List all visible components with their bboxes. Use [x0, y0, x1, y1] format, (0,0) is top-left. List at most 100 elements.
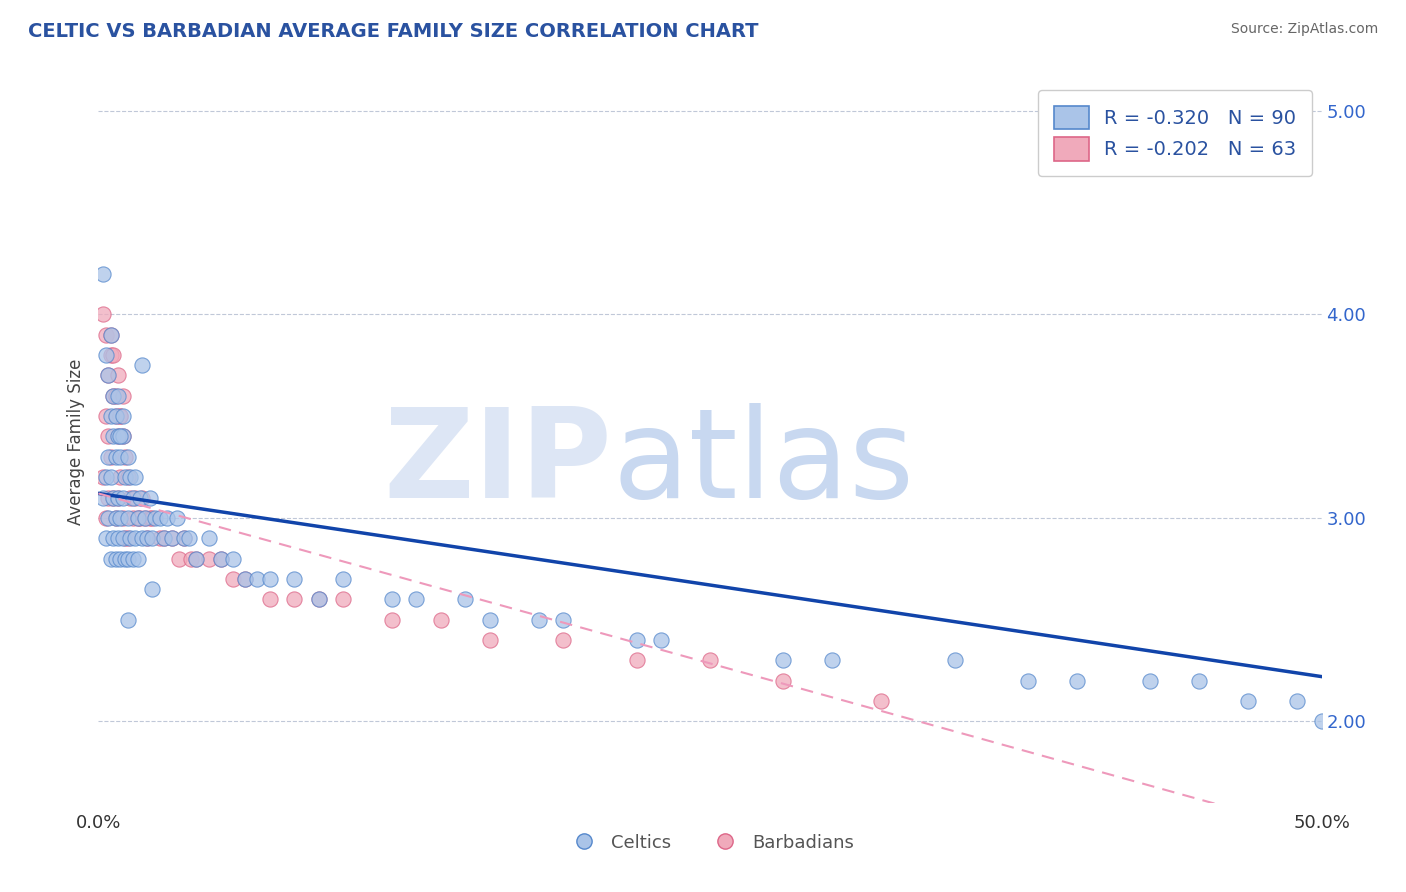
Point	[100, 409, 122, 423]
Point	[117, 511, 139, 525]
Point	[124, 531, 146, 545]
Point	[772, 673, 794, 688]
Point	[870, 694, 893, 708]
Point	[101, 429, 124, 443]
Point	[101, 348, 124, 362]
Text: atlas: atlas	[612, 402, 914, 524]
Point	[101, 531, 124, 545]
Point	[107, 429, 129, 443]
Point	[91, 267, 114, 281]
Point	[117, 613, 139, 627]
Point	[107, 389, 129, 403]
Point	[110, 470, 132, 484]
Point	[259, 572, 281, 586]
Point	[222, 572, 245, 586]
Point	[699, 653, 721, 667]
Point	[121, 551, 143, 566]
Point	[283, 592, 305, 607]
Point	[141, 511, 163, 525]
Point	[97, 368, 120, 383]
Point	[626, 653, 648, 667]
Point	[943, 653, 966, 667]
Point	[173, 531, 195, 545]
Point	[129, 491, 152, 505]
Point	[478, 632, 501, 647]
Point	[107, 491, 129, 505]
Point	[100, 327, 122, 342]
Point	[104, 511, 127, 525]
Text: CELTIC VS BARBADIAN AVERAGE FAMILY SIZE CORRELATION CHART: CELTIC VS BARBADIAN AVERAGE FAMILY SIZE …	[28, 22, 759, 41]
Point	[283, 572, 305, 586]
Point	[141, 582, 163, 596]
Point	[104, 450, 127, 464]
Point	[114, 551, 136, 566]
Point	[180, 551, 202, 566]
Point	[111, 429, 134, 443]
Point	[94, 409, 117, 423]
Point	[1286, 694, 1309, 708]
Point	[478, 613, 501, 627]
Point	[101, 389, 124, 403]
Point	[117, 531, 139, 545]
Point	[100, 551, 122, 566]
Point	[94, 470, 117, 484]
Text: Source: ZipAtlas.com: Source: ZipAtlas.com	[1230, 22, 1378, 37]
Point	[139, 491, 162, 505]
Point	[553, 632, 575, 647]
Point	[149, 531, 172, 545]
Point	[104, 389, 127, 403]
Point	[259, 592, 281, 607]
Point	[114, 450, 136, 464]
Point	[1017, 673, 1039, 688]
Point	[131, 531, 153, 545]
Point	[110, 511, 132, 525]
Point	[100, 348, 122, 362]
Point	[104, 551, 127, 566]
Point	[107, 531, 129, 545]
Point	[136, 531, 159, 545]
Point	[160, 531, 183, 545]
Point	[430, 613, 453, 627]
Point	[117, 551, 139, 566]
Point	[120, 531, 142, 545]
Point	[107, 491, 129, 505]
Point	[197, 551, 219, 566]
Point	[91, 307, 114, 321]
Point	[131, 358, 153, 372]
Point	[1188, 673, 1211, 688]
Point	[141, 531, 163, 545]
Point	[197, 531, 219, 545]
Point	[111, 409, 134, 423]
Point	[454, 592, 477, 607]
Point	[1310, 714, 1333, 729]
Point	[97, 450, 120, 464]
Point	[121, 511, 143, 525]
Point	[97, 368, 120, 383]
Point	[246, 572, 269, 586]
Point	[821, 653, 844, 667]
Point	[173, 531, 195, 545]
Point	[1237, 694, 1260, 708]
Point	[332, 572, 354, 586]
Point	[107, 429, 129, 443]
Point	[101, 389, 124, 403]
Point	[149, 511, 172, 525]
Point	[107, 368, 129, 383]
Point	[222, 551, 245, 566]
Point	[1139, 673, 1161, 688]
Point	[100, 450, 122, 464]
Text: ZIP: ZIP	[384, 402, 612, 524]
Point	[153, 531, 176, 545]
Point	[104, 409, 127, 423]
Point	[100, 327, 122, 342]
Point	[91, 491, 114, 505]
Point	[381, 613, 404, 627]
Point	[527, 613, 550, 627]
Point	[97, 429, 120, 443]
Point	[94, 511, 117, 525]
Point	[124, 470, 146, 484]
Point	[111, 531, 134, 545]
Point	[111, 429, 134, 443]
Point	[233, 572, 256, 586]
Point	[209, 551, 232, 566]
